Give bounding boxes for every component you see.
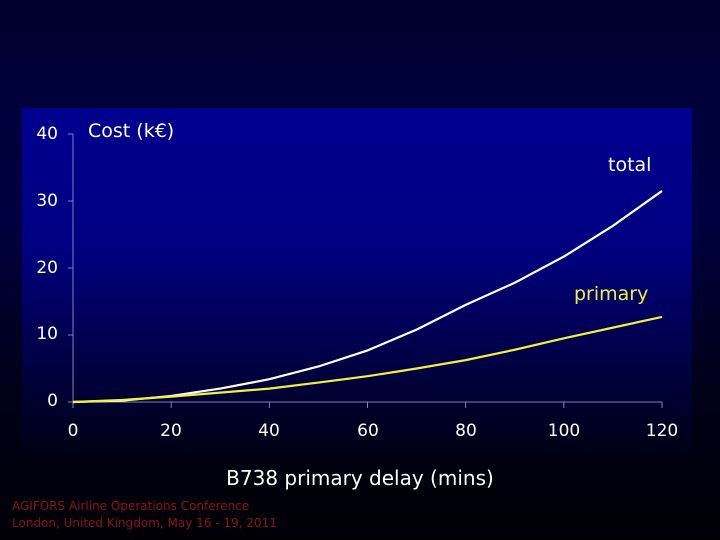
x-axis-label: B738 primary delay (mins) (226, 466, 494, 490)
footer-conference: AGIFORS Airline Operations Conference (12, 499, 250, 513)
y-tick-20: 20 (36, 258, 58, 278)
y-tick-30: 30 (36, 191, 58, 211)
x-tick-20: 20 (160, 421, 182, 441)
x-tick-80: 80 (455, 421, 477, 441)
y-tick-0: 0 (47, 391, 58, 411)
y-tick-10: 10 (36, 324, 58, 344)
y-axis-label: Cost (k€) (88, 120, 175, 142)
x-tick-120: 120 (645, 421, 679, 441)
y-tick-40: 40 (36, 124, 58, 144)
total-series-label: total (608, 154, 652, 176)
y-ticks (68, 133, 73, 403)
x-tick-40: 40 (258, 421, 280, 441)
x-tick-60: 60 (357, 421, 379, 441)
x-tick-0: 0 (67, 421, 79, 441)
x-tick-100: 100 (547, 421, 581, 441)
primary-cost-line (72, 315, 663, 404)
primary-series-label: primary (574, 283, 649, 305)
x-ticks (72, 402, 663, 408)
footer-location-date: London, United Kingdom, May 16 - 19, 201… (12, 516, 277, 530)
plot-area (22, 108, 692, 460)
